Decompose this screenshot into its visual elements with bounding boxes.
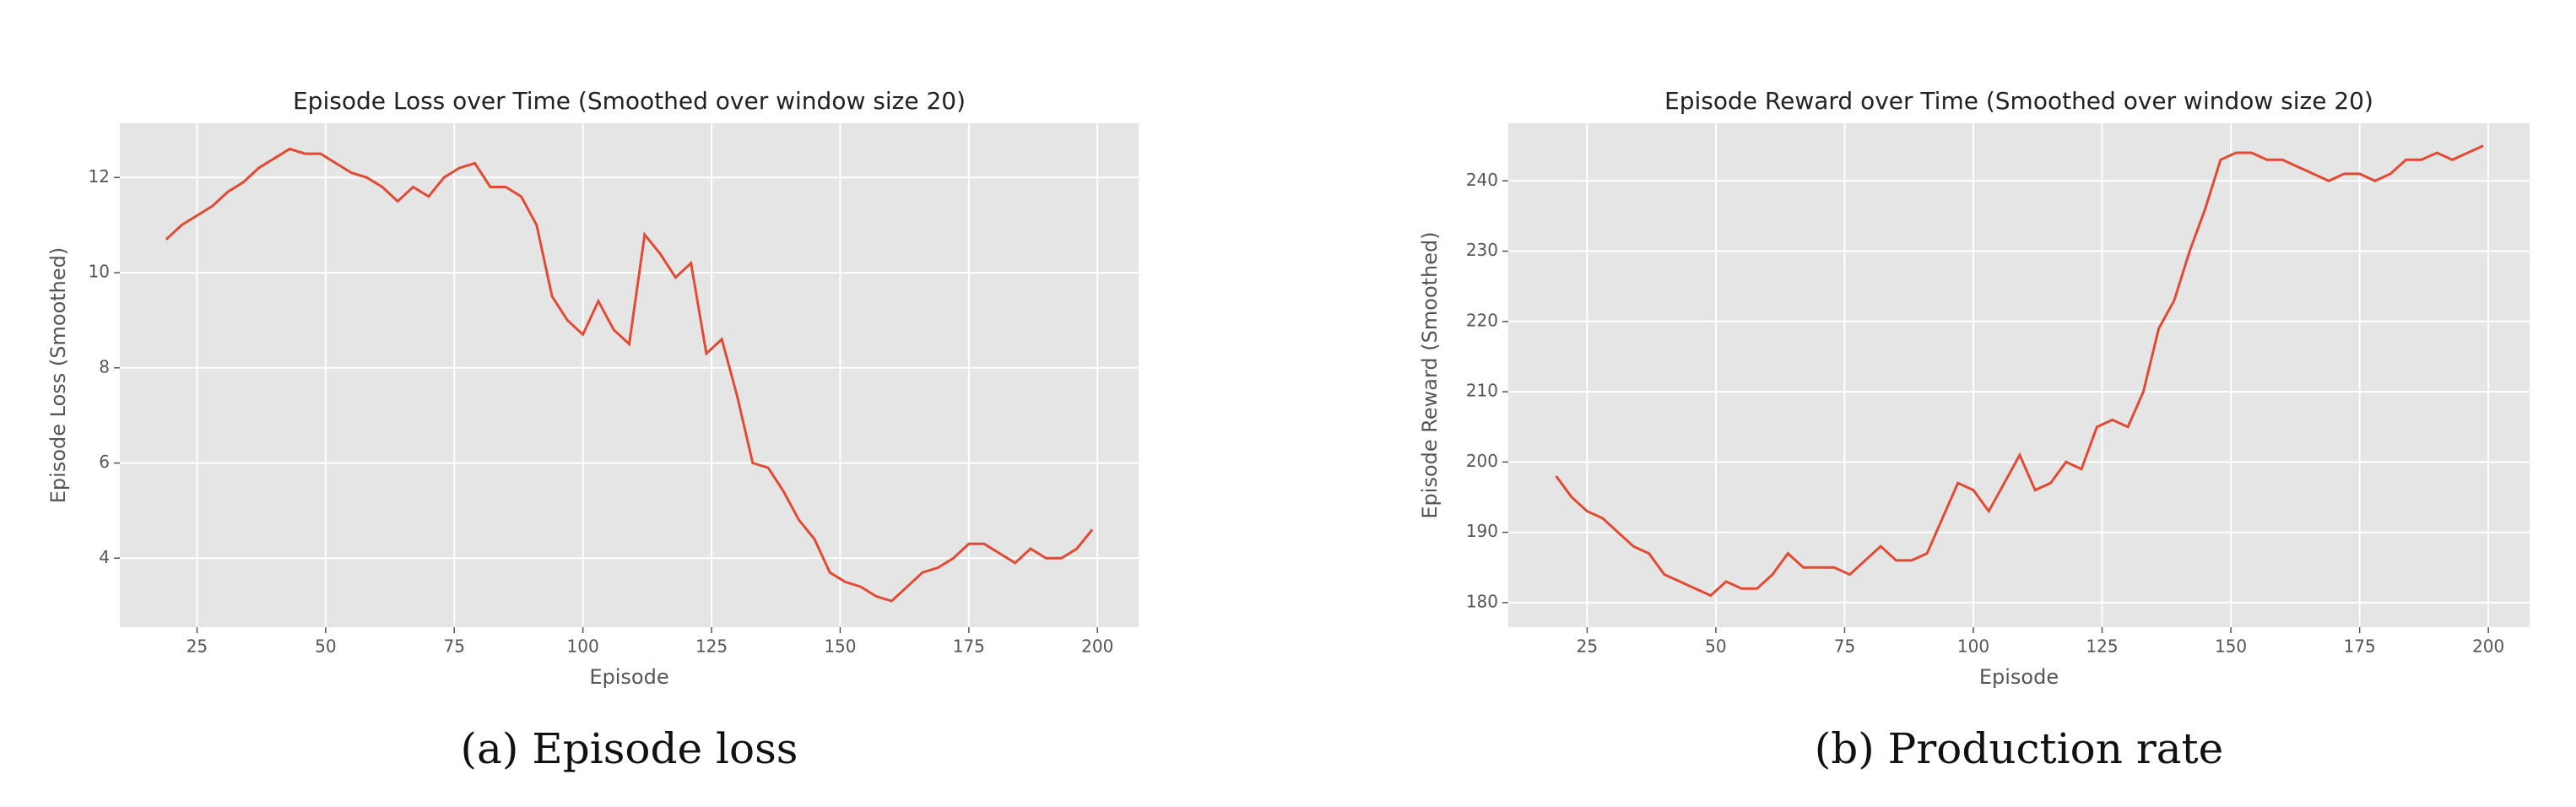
- data-line: [1555, 144, 2484, 598]
- x-tick-label: 25: [1577, 636, 1598, 657]
- y-tick-label: 230: [1466, 240, 1498, 260]
- chart-title: Episode Reward over Time (Smoothed over …: [1664, 87, 2373, 115]
- x-tick-label: 200: [1081, 636, 1113, 657]
- y-tick-label: 210: [1466, 381, 1498, 401]
- y-tick-label: 190: [1466, 521, 1498, 541]
- y-axis-label: Episode Reward (Smoothed): [1418, 231, 1442, 518]
- x-tick-label: 75: [444, 636, 465, 657]
- x-tick-label: 100: [1957, 636, 1989, 657]
- y-tick-label: 12: [89, 166, 110, 187]
- x-axis-label: Episode: [589, 665, 668, 689]
- plot-area: [120, 123, 1139, 627]
- y-axis-label: Episode Loss (Smoothed): [46, 247, 70, 503]
- chart-title: Episode Loss over Time (Smoothed over wi…: [293, 87, 966, 115]
- x-tick-label: 75: [1834, 636, 1855, 657]
- y-tick-label: 240: [1466, 170, 1498, 190]
- y-tick-label: 10: [89, 262, 110, 282]
- x-tick-label: 175: [953, 636, 985, 657]
- y-tick-label: 180: [1466, 591, 1498, 611]
- y-tick-label: 6: [99, 452, 110, 472]
- data-line: [165, 147, 1094, 603]
- x-tick-label: 150: [824, 636, 856, 657]
- caption: (b) Production rate: [1815, 724, 2223, 773]
- y-tick-label: 4: [99, 547, 110, 567]
- plot-area: [1508, 123, 2530, 627]
- y-tick-label: 200: [1466, 451, 1498, 471]
- x-tick-label: 150: [2215, 636, 2247, 657]
- x-tick-label: 100: [567, 636, 599, 657]
- x-tick-label: 50: [1705, 636, 1726, 657]
- x-tick-label: 125: [695, 636, 728, 657]
- y-tick-label: 220: [1466, 310, 1498, 330]
- x-tick-label: 175: [2344, 636, 2376, 657]
- x-tick-label: 125: [2086, 636, 2118, 657]
- y-tick-label: 8: [99, 356, 110, 376]
- x-axis-label: Episode: [1979, 665, 2059, 689]
- x-tick-label: 200: [2472, 636, 2504, 657]
- x-tick-label: 50: [315, 636, 336, 657]
- x-tick-label: 25: [187, 636, 208, 657]
- caption: (a) Episode loss: [461, 724, 798, 773]
